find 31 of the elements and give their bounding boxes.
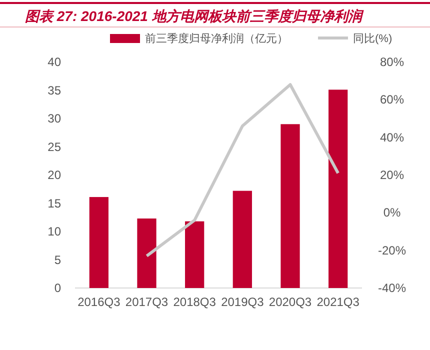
bar xyxy=(185,221,204,288)
y2-tick-label: -40% xyxy=(378,281,406,295)
y2-tick-label: 0% xyxy=(383,206,401,220)
bar xyxy=(280,124,300,288)
y2-tick-label: 60% xyxy=(380,92,404,107)
y-tick-label: 35 xyxy=(48,83,62,98)
x-tick-label: 2021Q3 xyxy=(316,295,360,309)
y2-tick-label: 40% xyxy=(380,130,404,144)
y-tick-label: 20 xyxy=(48,168,62,182)
y2-tick-label: 20% xyxy=(380,168,404,182)
y-tick-label: 15 xyxy=(48,196,62,210)
x-tick-label: 2017Q3 xyxy=(125,295,168,309)
x-tick-label: 2020Q3 xyxy=(268,295,312,309)
y2-tick-label: -20% xyxy=(378,243,406,258)
x-tick-label: 2018Q3 xyxy=(173,295,216,309)
y-tick-label: 10 xyxy=(48,224,62,238)
bar xyxy=(328,90,348,288)
legend-label: 前三季度归母净利润（亿元） xyxy=(145,32,288,45)
y-tick-label: 0 xyxy=(54,281,62,295)
x-tick-label: 2016Q3 xyxy=(78,295,121,309)
y-tick-label: 5 xyxy=(54,252,62,267)
bar xyxy=(137,218,156,288)
title: 图表 27: 2016-2021 地方电网板块前三季度归母净利润 xyxy=(25,8,362,24)
y-tick-label: 25 xyxy=(48,140,62,154)
y-tick-label: 30 xyxy=(48,112,62,126)
x-tick-label: 2019Q3 xyxy=(221,295,264,309)
bar xyxy=(232,190,252,288)
bar xyxy=(89,197,108,288)
legend-label: 同比(%) xyxy=(353,32,392,45)
y-tick-label: 40 xyxy=(48,55,62,69)
y2-tick-label: 80% xyxy=(380,55,404,69)
